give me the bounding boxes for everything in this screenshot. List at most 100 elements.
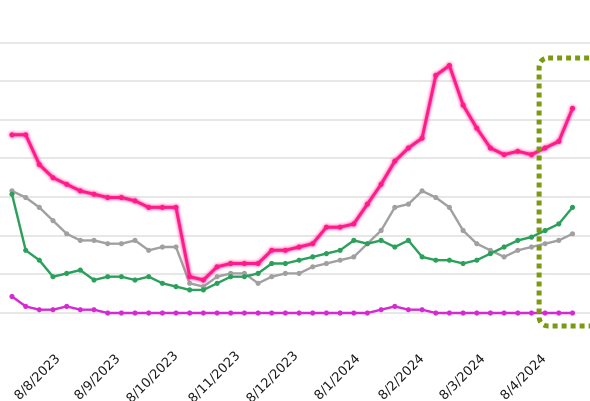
series-0-point-0: [9, 132, 15, 138]
series-2-point-30: [419, 254, 425, 260]
series-1-point-20: [282, 270, 288, 276]
highlight-box: [536, 55, 590, 329]
series-0-point-6: [91, 191, 97, 197]
series-0-point-12: [173, 204, 179, 210]
highlight-group: [536, 55, 590, 329]
series-2-point-20: [282, 260, 288, 267]
series-0-point-15: [214, 264, 220, 270]
series-3: [9, 293, 576, 316]
series-1-point-36: [501, 254, 507, 260]
series-3-point-26: [364, 310, 370, 316]
series-3-point-17: [241, 310, 247, 316]
series-2-point-0: [9, 191, 15, 197]
series-0: [9, 62, 576, 283]
series-2-point-4: [64, 270, 70, 276]
series-3-point-36: [501, 310, 507, 316]
series-3-point-12: [173, 310, 179, 316]
series-0-point-30: [419, 135, 425, 141]
series-0-point-28: [392, 158, 398, 164]
series-3-point-30: [419, 307, 425, 313]
series-1-point-40: [556, 237, 562, 243]
series-1-point-33: [460, 227, 466, 234]
series-3-point-19: [269, 310, 275, 316]
series-1-point-18: [255, 280, 261, 286]
series-0-point-2: [36, 161, 42, 168]
series-3-point-4: [64, 303, 70, 309]
series-1-point-21: [296, 270, 302, 276]
x-tick-label: 8/11/2023: [186, 349, 244, 401]
series-0-point-22: [310, 241, 316, 247]
series-1-point-1: [23, 194, 29, 201]
series-0-point-4: [64, 181, 70, 187]
gridlines: [0, 42, 590, 314]
series-0-point-29: [405, 145, 411, 151]
series-0-point-1: [23, 132, 29, 138]
series-0-point-24: [337, 224, 343, 230]
series-3-point-28: [392, 303, 398, 309]
series-0-point-17: [241, 260, 247, 267]
series-2-point-3: [50, 274, 56, 280]
series-2-point-35: [487, 251, 493, 257]
series-3-point-23: [323, 310, 329, 316]
series-2-point-25: [351, 237, 357, 243]
series-0-point-18: [255, 260, 261, 267]
x-tick-label: 8/4/2024: [498, 352, 550, 401]
series-3-point-5: [77, 307, 83, 313]
series-3-point-34: [474, 310, 480, 316]
series-2-point-38: [528, 234, 535, 240]
series-2-point-7: [105, 274, 111, 280]
series-0-point-5: [77, 188, 83, 194]
series-1-point-28: [392, 204, 398, 210]
series-2-point-23: [323, 251, 329, 257]
series-3-point-15: [214, 310, 220, 316]
series-2-point-37: [515, 237, 521, 243]
series-3-point-14: [200, 310, 206, 316]
series-2: [9, 191, 576, 293]
series-3-point-6: [91, 307, 97, 313]
series-3-point-31: [433, 310, 439, 316]
series-3-point-25: [351, 310, 357, 316]
series-3-point-21: [296, 310, 302, 316]
series-0-point-14: [200, 277, 206, 283]
x-tick-label: 8/9/2023: [72, 352, 124, 401]
series-0-point-25: [351, 221, 357, 227]
series-3-point-35: [487, 310, 493, 316]
series-0-point-16: [228, 260, 234, 267]
series-1-point-11: [159, 244, 165, 250]
series-3-point-0: [9, 293, 15, 300]
x-tick-label: 8/2/2024: [376, 352, 428, 401]
series-2-point-24: [337, 247, 343, 253]
series-0-point-36: [501, 152, 507, 158]
series-2-point-2: [36, 257, 42, 263]
series-1-point-30: [419, 188, 425, 194]
series-3-point-24: [337, 310, 343, 316]
series-1-point-5: [77, 237, 83, 243]
series-0-point-37: [515, 148, 521, 154]
series-2-point-19: [269, 260, 275, 267]
series-2-point-41: [569, 204, 576, 210]
series-2-point-9: [132, 277, 138, 283]
series-2-point-22: [310, 254, 316, 260]
series-1-point-34: [474, 241, 480, 247]
series-2-point-21: [296, 257, 302, 263]
series-1-point-13: [187, 280, 193, 286]
series-1-point-4: [64, 231, 70, 237]
series-3-point-11: [159, 310, 165, 316]
series-0-point-7: [105, 194, 111, 201]
series-1-point-23: [323, 260, 329, 267]
series-0-point-40: [556, 138, 562, 144]
series-1-point-24: [337, 257, 343, 263]
series-3-point-9: [132, 310, 138, 316]
series-3-point-32: [446, 310, 452, 316]
series-1-point-39: [542, 241, 548, 247]
series-0-point-10: [146, 204, 152, 210]
series-2-point-40: [556, 221, 562, 227]
x-tick-label: 8/8/2023: [12, 352, 64, 401]
series-0-point-26: [364, 201, 370, 207]
series-1-point-8: [118, 241, 124, 247]
series-1-point-10: [146, 247, 152, 253]
series-2-point-8: [118, 274, 124, 280]
series-2-point-14: [200, 287, 206, 293]
